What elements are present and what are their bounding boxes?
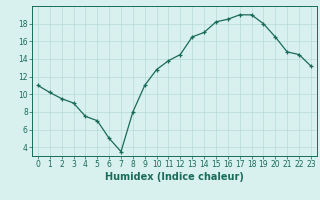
X-axis label: Humidex (Indice chaleur): Humidex (Indice chaleur) <box>105 172 244 182</box>
